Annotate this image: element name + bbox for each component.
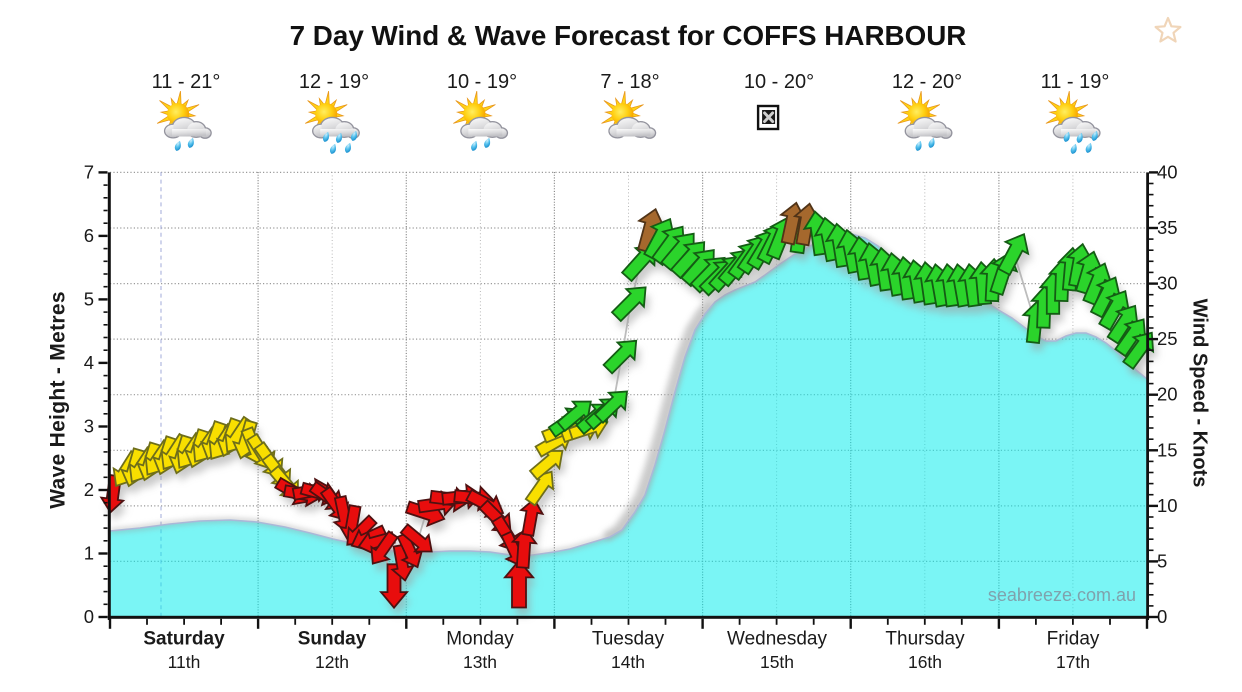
svg-text:Monday: Monday <box>446 629 514 650</box>
svg-text:12th: 12th <box>315 652 349 672</box>
svg-text:Thursday: Thursday <box>885 629 965 650</box>
svg-text:10 - 19°: 10 - 19° <box>447 71 517 93</box>
svg-text:11th: 11th <box>168 652 201 672</box>
svg-text:5: 5 <box>1157 550 1167 571</box>
svg-text:7 - 18°: 7 - 18° <box>600 71 659 93</box>
svg-text:35: 35 <box>1157 217 1178 238</box>
svg-text:10: 10 <box>1157 495 1178 516</box>
svg-text:Wind Speed - Knots: Wind Speed - Knots <box>1189 299 1211 488</box>
svg-text:16th: 16th <box>908 652 942 672</box>
svg-text:Wave Height - Metres: Wave Height - Metres <box>47 291 70 509</box>
svg-text:Sunday: Sunday <box>298 629 367 650</box>
svg-text:6: 6 <box>84 225 94 246</box>
svg-text:20: 20 <box>1157 384 1178 405</box>
svg-text:seabreeze.com.au: seabreeze.com.au <box>988 585 1136 605</box>
svg-text:30: 30 <box>1157 273 1178 294</box>
svg-text:12 - 19°: 12 - 19° <box>299 71 369 93</box>
svg-text:Tuesday: Tuesday <box>592 629 665 650</box>
svg-text:0: 0 <box>84 606 94 627</box>
svg-text:11 - 19°: 11 - 19° <box>1041 71 1110 93</box>
svg-text:17th: 17th <box>1056 652 1090 672</box>
svg-text:14th: 14th <box>611 652 645 672</box>
svg-text:15th: 15th <box>760 652 794 672</box>
svg-text:7 Day Wind & Wave Forecast for: 7 Day Wind & Wave Forecast for COFFS HAR… <box>290 20 967 51</box>
svg-text:10 - 20°: 10 - 20° <box>744 71 814 93</box>
svg-text:7: 7 <box>84 161 94 182</box>
svg-text:Wednesday: Wednesday <box>727 629 827 650</box>
svg-text:1: 1 <box>84 543 94 564</box>
svg-text:40: 40 <box>1157 161 1178 182</box>
svg-text:15: 15 <box>1157 439 1178 460</box>
svg-text:12 - 20°: 12 - 20° <box>892 71 962 93</box>
svg-text:13th: 13th <box>463 652 497 672</box>
svg-text:4: 4 <box>84 352 94 373</box>
svg-text:Friday: Friday <box>1047 629 1100 650</box>
svg-text:25: 25 <box>1157 328 1178 349</box>
svg-text:5: 5 <box>84 288 94 309</box>
svg-text:Saturday: Saturday <box>143 629 225 650</box>
svg-text:2: 2 <box>84 479 94 500</box>
svg-text:0: 0 <box>1157 606 1167 627</box>
svg-text:3: 3 <box>84 416 94 437</box>
svg-text:11 - 21°: 11 - 21° <box>152 71 221 93</box>
